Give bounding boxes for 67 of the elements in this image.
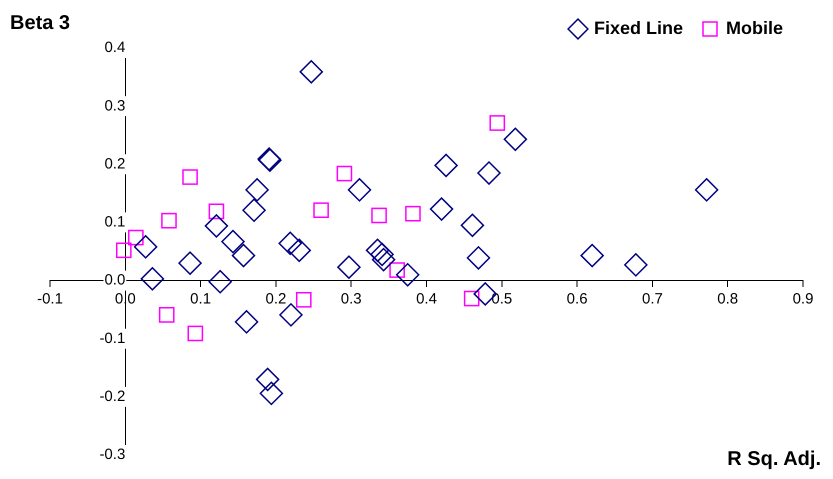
- point: [208, 270, 232, 294]
- point: [178, 251, 202, 275]
- legend-label: Fixed Line: [594, 18, 684, 38]
- point: [140, 267, 164, 291]
- point: [208, 204, 224, 220]
- point: [389, 262, 405, 278]
- point: [405, 206, 421, 222]
- point: [489, 115, 506, 131]
- point: [460, 214, 484, 238]
- point: [336, 166, 352, 182]
- y-tick-label: 0.4: [104, 39, 126, 56]
- x-tick-label: 0.9: [792, 290, 814, 308]
- point: [464, 290, 480, 306]
- x-tick-label: 0.6: [566, 290, 588, 308]
- point: [278, 232, 302, 256]
- x-tick-label: 0.1: [190, 290, 212, 308]
- point: [221, 230, 245, 254]
- point: [128, 230, 144, 246]
- point: [624, 253, 648, 277]
- point: [371, 208, 387, 224]
- point: [366, 238, 390, 262]
- point: [372, 248, 396, 272]
- y-tick-label: 0.2: [104, 155, 126, 172]
- point: [430, 197, 454, 221]
- point: [296, 292, 312, 308]
- x-tick-label: 0.8: [717, 290, 738, 308]
- point: [300, 60, 324, 84]
- point: [158, 307, 175, 323]
- point: [279, 303, 303, 327]
- point: [434, 154, 458, 178]
- x-tick-label: -0.1: [37, 290, 63, 308]
- x-tick-label: 0.4: [416, 290, 437, 308]
- point: [232, 244, 256, 268]
- point: [204, 214, 228, 238]
- point: [161, 212, 177, 229]
- y-tick-label: -0.1: [99, 330, 126, 347]
- point: [477, 161, 501, 185]
- y-tick-label: 0.3: [104, 97, 126, 114]
- legend-label: Mobile: [726, 18, 784, 38]
- point: [242, 198, 266, 222]
- point: [337, 255, 361, 279]
- point: [134, 235, 158, 259]
- point: [694, 178, 718, 202]
- x-tick-label: 0.7: [642, 290, 663, 308]
- point: [580, 244, 604, 268]
- y-tick-label: -0.3: [99, 446, 126, 464]
- point: [260, 382, 284, 406]
- point: [287, 238, 311, 262]
- point: [245, 178, 269, 202]
- point: [234, 310, 258, 334]
- point: [466, 246, 490, 270]
- y-tick-label: -0.2: [99, 388, 126, 405]
- x-tick-label: 0.2: [265, 290, 286, 308]
- x-tick-label: 0.3: [340, 290, 362, 308]
- point: [396, 263, 420, 287]
- y-axis-title: Beta 3: [10, 12, 70, 35]
- point: [182, 169, 198, 185]
- x-axis-title: R Sq. Adj.: [727, 448, 821, 471]
- y-tick-label: 0.0: [104, 272, 126, 289]
- y-tick-label: 0.1: [104, 214, 126, 231]
- point: [313, 202, 329, 218]
- point: [348, 178, 372, 202]
- point: [256, 368, 280, 392]
- point: [370, 242, 394, 266]
- point: [116, 242, 132, 258]
- point: [188, 326, 204, 342]
- point: [504, 128, 528, 152]
